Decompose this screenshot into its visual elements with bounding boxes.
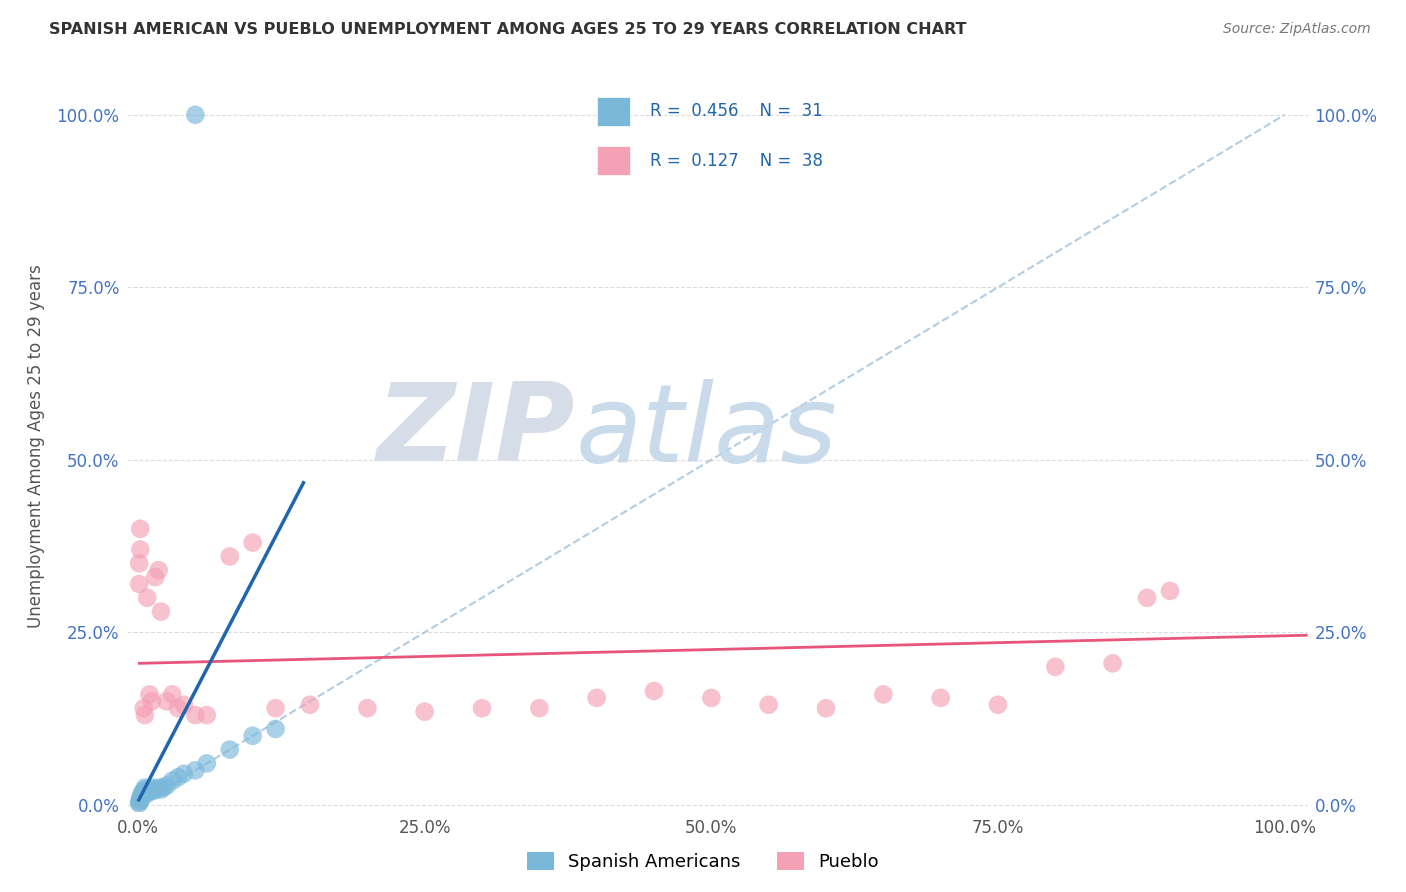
Point <box>129 791 152 805</box>
Point <box>162 773 184 788</box>
Point <box>173 698 195 712</box>
Point <box>242 729 264 743</box>
Point <box>218 549 240 564</box>
Bar <box>596 97 630 126</box>
Point <box>987 698 1010 712</box>
Point <box>167 770 190 784</box>
Point <box>141 694 163 708</box>
Point <box>184 708 207 723</box>
Point <box>1101 657 1123 671</box>
Point <box>529 701 551 715</box>
Text: ZIP: ZIP <box>377 378 575 484</box>
Bar <box>596 146 630 175</box>
Point <box>138 687 160 701</box>
Point <box>167 701 190 715</box>
Point <box>134 780 156 795</box>
Point <box>195 756 218 771</box>
Text: Source: ZipAtlas.com: Source: ZipAtlas.com <box>1223 22 1371 37</box>
Point <box>264 701 287 715</box>
Point <box>128 577 150 591</box>
Point <box>1159 583 1181 598</box>
Point <box>872 687 894 701</box>
Point <box>929 690 952 705</box>
Point <box>184 108 207 122</box>
Point <box>1045 660 1067 674</box>
Point <box>131 785 153 799</box>
Point <box>131 788 153 802</box>
Point <box>129 542 152 557</box>
Point <box>129 792 152 806</box>
Point <box>156 779 179 793</box>
Point <box>264 722 287 736</box>
Point <box>138 782 160 797</box>
Text: R =  0.456    N =  31: R = 0.456 N = 31 <box>650 103 823 120</box>
Point <box>129 522 152 536</box>
Point <box>242 535 264 549</box>
Point <box>814 701 837 715</box>
Point <box>148 563 170 577</box>
Point <box>132 701 155 715</box>
Point <box>138 784 160 798</box>
Legend: Spanish Americans, Pueblo: Spanish Americans, Pueblo <box>520 845 886 879</box>
Point <box>141 780 163 795</box>
Point <box>128 557 150 571</box>
Point <box>149 605 172 619</box>
Point <box>143 782 166 797</box>
Point <box>218 742 240 756</box>
Point <box>132 784 155 798</box>
Point <box>700 690 723 705</box>
Point <box>413 705 436 719</box>
Point <box>131 789 153 804</box>
Text: atlas: atlas <box>575 379 837 483</box>
Point <box>471 701 494 715</box>
Point <box>148 780 170 795</box>
Y-axis label: Unemployment Among Ages 25 to 29 years: Unemployment Among Ages 25 to 29 years <box>28 264 45 628</box>
Point <box>135 788 157 802</box>
Point <box>142 784 165 798</box>
Point <box>356 701 378 715</box>
Point <box>128 797 150 811</box>
Point <box>149 782 172 797</box>
Point <box>643 684 665 698</box>
Point <box>134 708 156 723</box>
Point <box>143 570 166 584</box>
Point <box>173 766 195 780</box>
Point <box>134 782 156 797</box>
Point <box>298 698 321 712</box>
Point <box>585 690 607 705</box>
Point <box>184 764 207 778</box>
Text: SPANISH AMERICAN VS PUEBLO UNEMPLOYMENT AMONG AGES 25 TO 29 YEARS CORRELATION CH: SPANISH AMERICAN VS PUEBLO UNEMPLOYMENT … <box>49 22 967 37</box>
Point <box>1136 591 1159 605</box>
Point <box>162 687 184 701</box>
Point <box>129 794 152 808</box>
Point <box>156 694 179 708</box>
Text: R =  0.127    N =  38: R = 0.127 N = 38 <box>650 152 823 169</box>
Point <box>128 795 150 809</box>
Point <box>136 591 159 605</box>
Point <box>136 785 159 799</box>
Point <box>152 780 174 795</box>
Point <box>195 708 218 723</box>
Point <box>758 698 780 712</box>
